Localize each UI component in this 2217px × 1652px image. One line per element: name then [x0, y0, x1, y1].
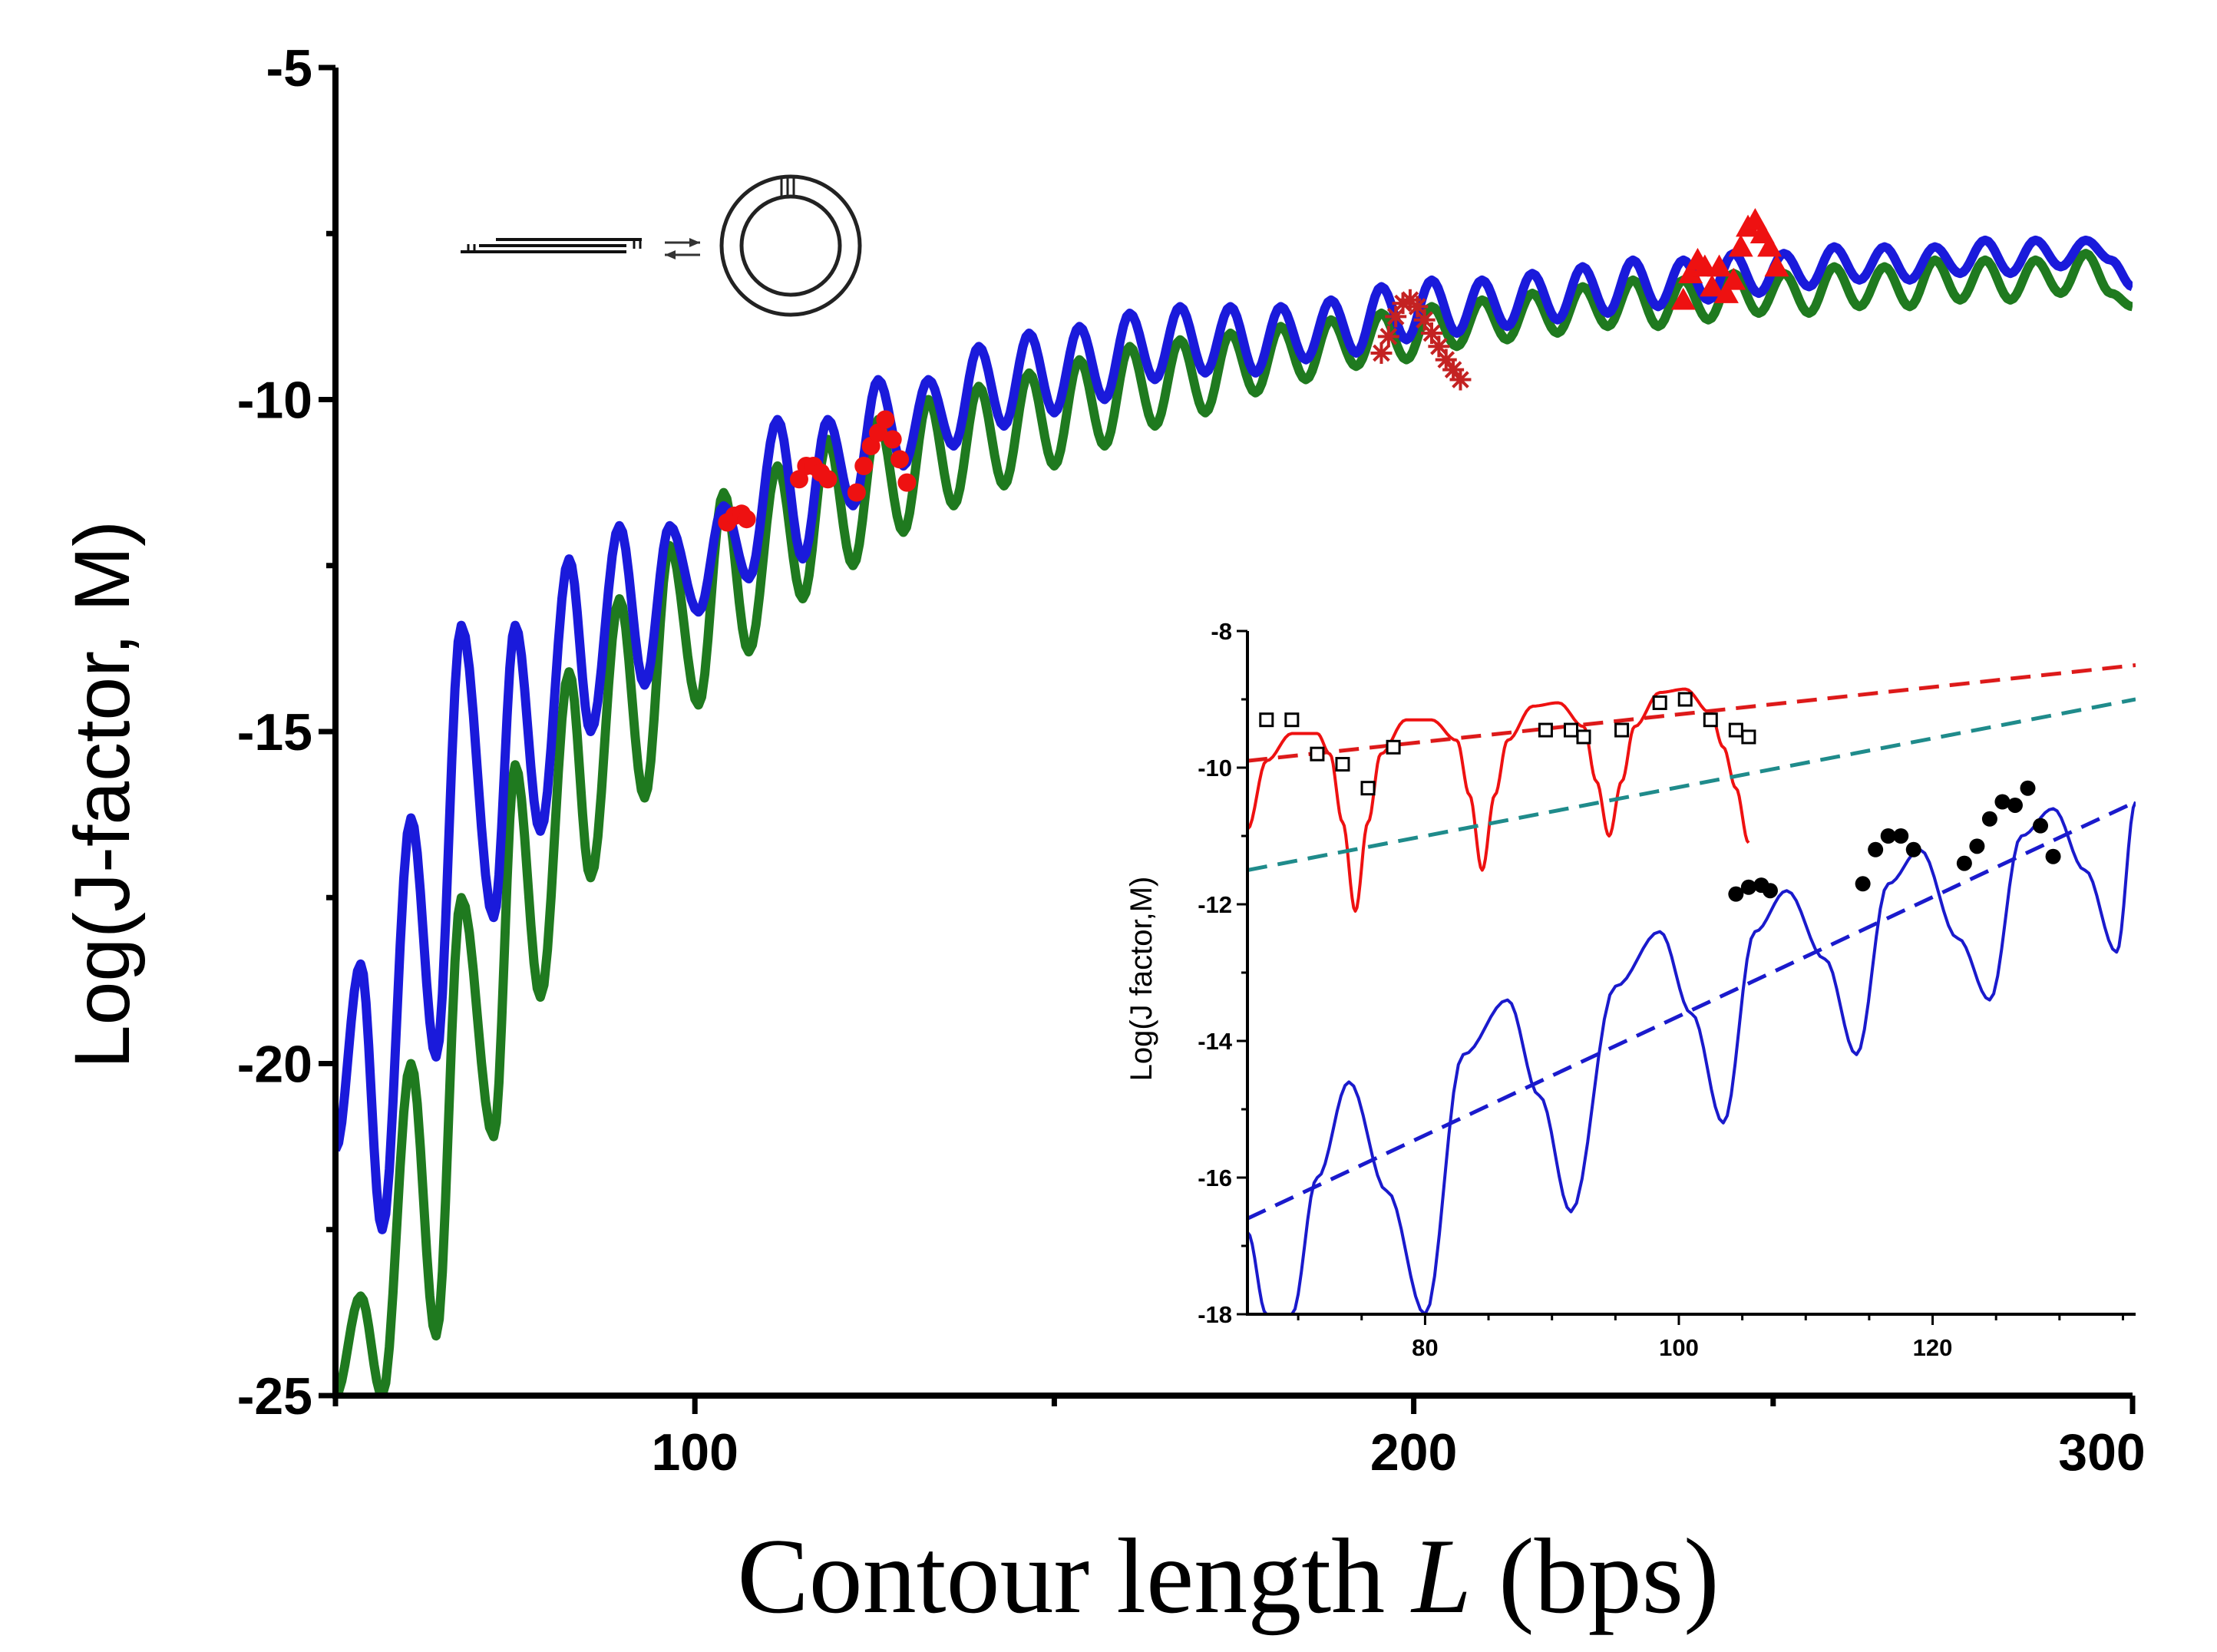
inset-x-tick-label: 80 [1412, 1334, 1438, 1361]
inset-series-group [1247, 663, 2136, 1314]
inset-s6-point-5 [1868, 841, 1884, 857]
inset-axes [1237, 629, 2136, 1325]
inset-y-tick-label: -16 [1198, 1165, 1232, 1191]
main-y-tick-label: -25 [237, 1367, 312, 1426]
inset-s5-point-12 [1703, 712, 1718, 728]
inset-s6-point-4 [1855, 876, 1871, 892]
main-s3-point-3 [1392, 292, 1414, 315]
inset-s6-point-8 [1905, 841, 1921, 857]
main-s4-point-0 [1670, 287, 1696, 310]
main-s4-point-13 [1764, 254, 1789, 277]
inset-s5-point-0 [1259, 712, 1274, 728]
inset-s5-point-10 [1652, 695, 1667, 710]
inset-y-tick-label: -12 [1198, 891, 1232, 918]
inset-fit-line-1 [1247, 663, 2136, 763]
inset-s6-point-7 [1893, 828, 1909, 844]
dna-cyclization-schematic-icon [461, 174, 862, 317]
main-s4-point-4 [1700, 274, 1725, 297]
main-x-axis-label-symbol: L [1410, 1517, 1472, 1636]
main-tick-labels: -5 -10 -15 -20 -25 100 200 300 [237, 39, 2146, 1482]
inset-x-tick-label: 100 [1659, 1334, 1699, 1361]
main-s2-point-13 [876, 410, 895, 429]
inset-s5-point-6 [1538, 722, 1553, 738]
main-axes [319, 64, 2136, 1414]
main-series-line-1 [335, 249, 2133, 1396]
inset-tick-labels: -8 -10 -12 -14 -16 -18 80 100 120 [1198, 618, 1952, 1361]
inset-s6-point-1 [1740, 879, 1756, 895]
inset-y-axis-label: Log(J factor,M) [1125, 877, 1158, 1082]
main-plot: -5 -10 -15 -20 -25 100 200 300 Log(J-factor, M)… [58, 39, 2146, 1636]
main-s2-point-10 [854, 457, 874, 475]
main-x-tick-label: 200 [1370, 1423, 1457, 1482]
main-s3-point-10 [1442, 358, 1465, 381]
inset-s6-point-15 [2033, 818, 2049, 834]
main-y-tick-label: -10 [237, 372, 312, 430]
inset-fit-line-2 [1247, 697, 2136, 872]
main-s2-point-16 [897, 473, 917, 492]
main-s2-point-8 [818, 470, 838, 489]
inset-s6-point-10 [1969, 838, 1985, 854]
main-s2-point-9 [847, 483, 866, 502]
inset-s5-point-14 [1741, 729, 1756, 745]
inset-s5-point-8 [1576, 729, 1591, 745]
main-s2-point-3 [737, 510, 756, 529]
main-y-tick-label: -15 [237, 703, 312, 762]
inset-s5-point-1 [1284, 712, 1300, 728]
main-series-line-0 [335, 235, 2133, 1234]
main-x-tick-label: 100 [651, 1423, 738, 1482]
main-y-tick-label: -20 [237, 1036, 312, 1094]
inset-s5-point-5 [1386, 739, 1401, 755]
inset-s6-point-3 [1762, 883, 1778, 899]
main-s2-point-14 [883, 430, 902, 449]
main-x-axis-label-text: Contour length [737, 1517, 1385, 1636]
main-s3-point-0 [1370, 342, 1393, 364]
main-s4-point-5 [1707, 254, 1732, 277]
inset-s6-point-6 [1880, 828, 1896, 844]
inset-s5-point-9 [1614, 722, 1630, 738]
main-x-tick-label: 300 [2058, 1423, 2145, 1482]
main-s4-point-6 [1713, 281, 1739, 303]
main-s4-point-8 [1728, 234, 1753, 257]
inset-s6-point-0 [1728, 886, 1744, 902]
inset-s5-point-13 [1728, 722, 1743, 738]
main-s3-point-1 [1377, 325, 1399, 348]
inset-series-line-4 [1247, 801, 2136, 1314]
inset-plot: -8 -10 -12 -14 -16 -18 80 100 120 Log(J factor,M… [1125, 618, 2142, 1361]
inset-s5-point-2 [1310, 746, 1325, 762]
inset-s6-point-16 [2045, 848, 2061, 864]
inset-fit-line-3 [1247, 800, 2136, 1221]
main-s4-point-7 [1721, 267, 1746, 290]
main-s2-point-15 [890, 450, 910, 469]
inset-y-tick-label: -8 [1211, 618, 1232, 645]
inset-s6-point-9 [1956, 855, 1972, 871]
inset-x-tick-label: 120 [1913, 1334, 1953, 1361]
inset-y-tick-label: -10 [1198, 755, 1232, 781]
main-y-axis-label: Log(J-factor, M) [58, 520, 146, 1069]
main-x-axis-label-unit: (bps) [1498, 1517, 1720, 1636]
main-s4-point-12 [1757, 234, 1783, 257]
inset-s6-point-13 [2007, 797, 2023, 813]
inset-s6-point-12 [1994, 794, 2010, 810]
inset-s5-point-3 [1335, 757, 1350, 772]
inset-s6-point-11 [1981, 811, 1997, 827]
main-s3-point-11 [1449, 368, 1472, 391]
main-y-tick-label: -5 [266, 39, 312, 97]
inset-y-tick-label: -18 [1198, 1301, 1232, 1328]
inset-background [1242, 628, 2142, 1319]
main-series-group [335, 207, 2133, 1396]
main-s4-point-1 [1678, 261, 1703, 283]
inset-series-line-0 [1247, 687, 1750, 913]
inset-s6-point-14 [2020, 780, 2036, 796]
inset-s5-point-4 [1360, 781, 1376, 796]
inset-y-tick-label: -14 [1198, 1028, 1233, 1055]
main-x-axis-label: Contour length L (bps) [737, 1517, 1719, 1636]
inset-s5-point-7 [1563, 722, 1578, 738]
inset-s5-point-11 [1677, 692, 1693, 707]
